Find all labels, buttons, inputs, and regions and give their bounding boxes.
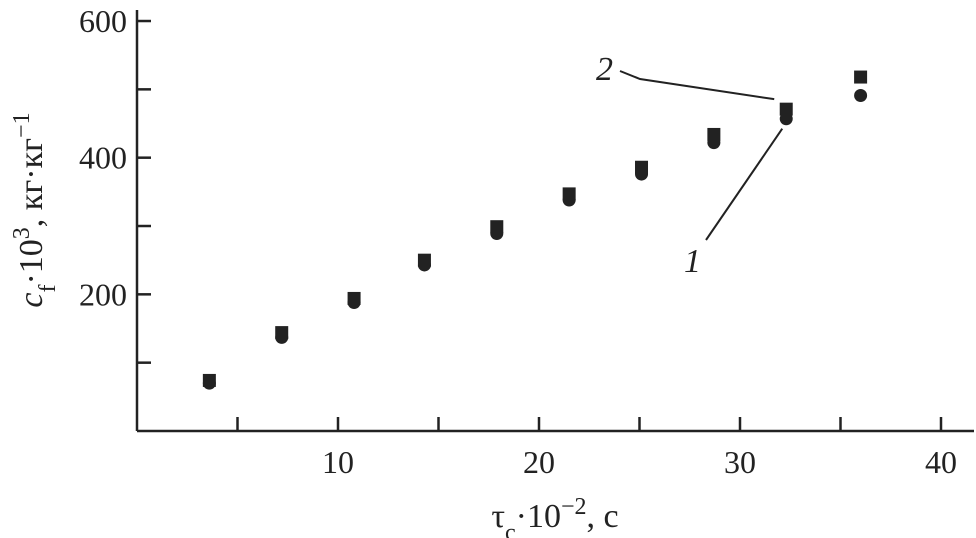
series-2-square-point xyxy=(562,187,576,201)
leader-line-2 xyxy=(619,70,775,101)
ticks: 10 20 30 40 200 400 600 xyxy=(79,3,957,480)
x-tick-label: 40 xyxy=(925,444,957,480)
series-1-circle-point xyxy=(854,88,868,102)
series-2-square-point xyxy=(347,291,361,305)
data-points xyxy=(202,70,868,390)
series-2-square-point xyxy=(779,102,793,116)
y-tick-label: 400 xyxy=(79,140,127,176)
y-tick-label: 600 xyxy=(79,3,127,39)
y-tick-label: 200 xyxy=(79,276,127,312)
axes xyxy=(135,10,974,433)
series-2-square-point xyxy=(275,326,289,340)
x-tick-label: 30 xyxy=(724,444,756,480)
x-tick-label: 10 xyxy=(322,444,354,480)
series-2-square-point xyxy=(854,70,868,84)
series-2-square-point xyxy=(707,127,721,141)
series-2-square-point xyxy=(417,253,431,267)
y-axis-title: cf·103, кг·кг−1 xyxy=(9,112,61,307)
series-2-square-point xyxy=(202,373,216,387)
x-axis-title: τc·10−2, с xyxy=(491,494,618,538)
annotation-leaders xyxy=(619,70,784,241)
leader-line-1 xyxy=(705,128,784,241)
x-tick-label: 20 xyxy=(523,444,555,480)
curve-label-2: 2 xyxy=(596,51,613,88)
series-2-square-point xyxy=(635,160,649,174)
curve-label-1: 1 xyxy=(684,243,701,280)
series-2-square-point xyxy=(490,220,504,234)
